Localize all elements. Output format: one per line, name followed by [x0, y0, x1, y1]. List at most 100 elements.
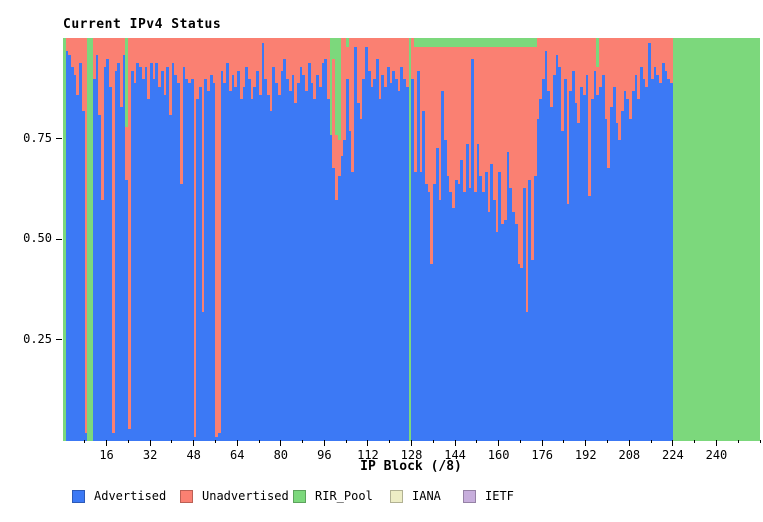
bar-block-168-advertised-segment: [520, 267, 524, 441]
bar-block-172-unadvertised-segment: [531, 46, 535, 261]
bar-block-148: [465, 38, 469, 441]
bar-block-7-advertised-segment: [81, 110, 85, 441]
bar-block-104: [346, 38, 350, 441]
bar-block-204: [618, 38, 622, 441]
bar-block-4: [73, 38, 77, 441]
bar-block-161-advertised-segment: [501, 223, 505, 441]
bar-block-44-unadvertised-segment: [182, 38, 186, 68]
bar-block-21: [120, 38, 124, 441]
bar-block-150-advertised-segment: [471, 58, 475, 441]
bar-block-227: [680, 38, 684, 441]
bar-block-111: [365, 38, 369, 441]
bar-block-239-rir_pool-segment: [713, 38, 717, 441]
bar-block-66-advertised-segment: [242, 86, 246, 441]
bar-block-210-advertised-segment: [634, 74, 638, 441]
bar-block-67: [245, 38, 249, 441]
bar-block-178: [547, 38, 551, 441]
x-major-tick: [106, 440, 108, 446]
x-tick-label: 16: [99, 448, 114, 462]
bar-block-157-unadvertised-segment: [490, 46, 494, 164]
bar-block-160-advertised-segment: [498, 170, 502, 441]
bar-block-211: [637, 38, 641, 441]
x-minor-tick: [84, 440, 86, 443]
bar-block-253: [751, 38, 755, 441]
bar-block-71: [256, 38, 260, 441]
bar-block-58-unadvertised-segment: [220, 38, 224, 72]
bar-block-104-unadvertised-segment: [346, 46, 350, 80]
x-tick-label: 160: [487, 448, 510, 462]
bar-block-74-unadvertised-segment: [264, 38, 268, 80]
bar-block-22-unadvertised-segment: [122, 38, 126, 56]
bar-block-170-unadvertised-segment: [525, 46, 529, 313]
bar-block-226: [678, 38, 682, 441]
bar-block-78-unadvertised-segment: [275, 38, 279, 84]
bar-block-176-advertised-segment: [542, 78, 546, 441]
bar-block-137-advertised-segment: [435, 146, 439, 441]
bar-block-221-advertised-segment: [664, 70, 668, 441]
bar-block-48: [193, 38, 197, 441]
bar-block-82-advertised-segment: [286, 78, 290, 441]
bar-block-177: [544, 38, 548, 441]
bar-block-85-unadvertised-segment: [294, 38, 298, 104]
bar-block-88-unadvertised-segment: [302, 38, 306, 76]
bar-block-6-unadvertised-segment: [79, 38, 83, 64]
bar-block-104-advertised-segment: [346, 78, 350, 441]
bar-block-114-advertised-segment: [373, 78, 377, 441]
x-minor-tick: [694, 440, 696, 443]
bar-block-116: [378, 38, 382, 441]
legend-swatch-rir-pool: [293, 489, 306, 503]
bar-block-35-advertised-segment: [158, 86, 162, 441]
bar-block-250-rir_pool-segment: [743, 38, 747, 441]
bar-block-168-rir_pool-segment: [520, 38, 524, 48]
bar-block-67-unadvertised-segment: [245, 38, 249, 68]
bar-block-205-advertised-segment: [620, 110, 624, 441]
bar-block-17: [109, 38, 113, 441]
bar-block-225-rir_pool-segment: [675, 38, 679, 441]
bar-block-212-unadvertised-segment: [640, 38, 644, 68]
bar-block-46-unadvertised-segment: [188, 38, 192, 84]
bar-block-21-advertised-segment: [120, 106, 124, 441]
bar-block-143-rir_pool-segment: [452, 38, 456, 48]
x-tick-label: 144: [444, 448, 466, 462]
bar-block-42-advertised-segment: [177, 82, 181, 441]
bar-block-34-advertised-segment: [155, 62, 159, 441]
bar-block-92: [313, 38, 317, 441]
bar-block-34-unadvertised-segment: [155, 38, 159, 64]
x-tick-label: 192: [574, 448, 597, 462]
bar-block-207: [626, 38, 630, 441]
bar-block-115-unadvertised-segment: [375, 38, 379, 60]
x-axis-title: IP Block (/8): [360, 459, 462, 474]
bar-block-41-advertised-segment: [174, 74, 178, 441]
bar-block-50-advertised-segment: [198, 86, 202, 441]
bar-block-163: [506, 38, 510, 441]
bar-block-232: [694, 38, 698, 441]
bar-block-202: [612, 38, 616, 441]
bar-block-248: [738, 38, 742, 441]
bar-block-240-rir_pool-segment: [716, 38, 720, 441]
bar-block-69-advertised-segment: [250, 98, 254, 441]
bar-block-151-rir_pool-segment: [473, 38, 477, 48]
bar-block-31: [147, 38, 151, 441]
bar-block-14-advertised-segment: [100, 199, 104, 441]
bar-block-220-advertised-segment: [661, 62, 665, 441]
bar-block-237: [708, 38, 712, 441]
bar-block-138-advertised-segment: [438, 199, 442, 441]
bar-block-119: [386, 38, 390, 441]
bar-block-78: [275, 38, 279, 441]
bar-block-65: [239, 38, 243, 441]
bar-block-18: [111, 38, 115, 441]
bar-block-235: [702, 38, 706, 441]
bar-block-147-unadvertised-segment: [463, 46, 467, 192]
bar-block-4-unadvertised-segment: [73, 38, 77, 76]
bar-block-146-unadvertised-segment: [460, 46, 464, 160]
x-minor-tick: [171, 440, 173, 443]
bar-block-129-advertised-segment: [414, 170, 418, 441]
legend-swatch-advertised: [72, 489, 85, 503]
x-major-tick: [193, 440, 195, 446]
bar-block-159-rir_pool-segment: [495, 38, 499, 48]
x-tick-label: 240: [705, 448, 728, 462]
bar-block-54-unadvertised-segment: [209, 38, 213, 76]
bar-block-160: [498, 38, 502, 441]
bar-block-213-unadvertised-segment: [642, 38, 646, 80]
bar-block-76-advertised-segment: [269, 110, 273, 441]
